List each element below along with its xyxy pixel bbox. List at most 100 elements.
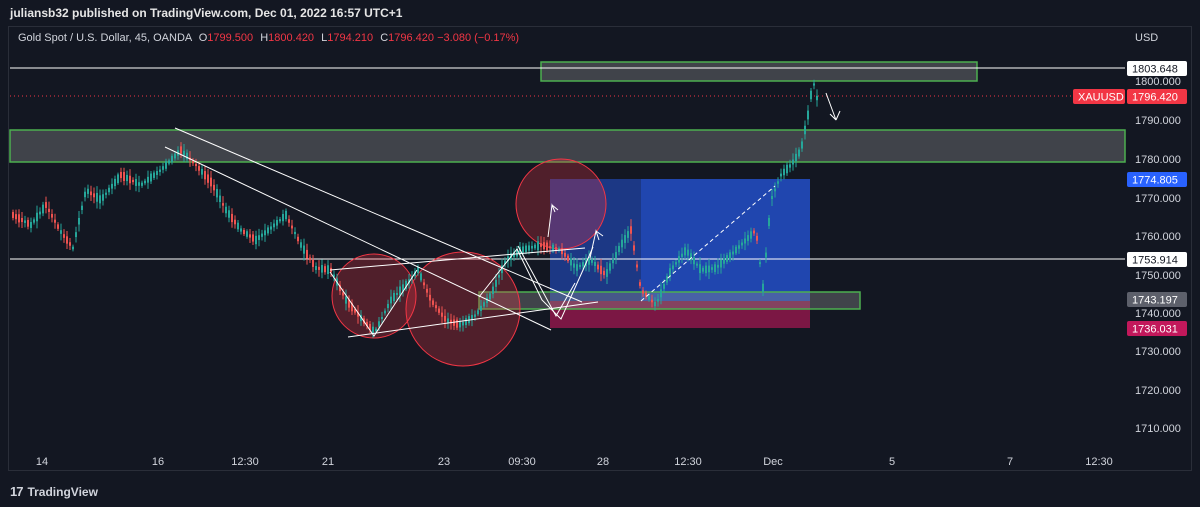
candle-body — [417, 266, 419, 274]
candle-body — [204, 171, 206, 180]
supply-zone-top[interactable] — [540, 61, 978, 82]
candle-body — [762, 283, 764, 293]
demand-zone[interactable] — [478, 291, 861, 310]
candle-body — [108, 187, 110, 193]
candle-body — [318, 266, 320, 270]
resistance-zone[interactable] — [9, 129, 1126, 163]
candle-body — [369, 324, 371, 330]
candle-body — [360, 314, 362, 322]
tradingview-logo-icon: 17 — [10, 484, 24, 499]
candle-body — [261, 233, 263, 237]
candle-body — [390, 296, 392, 304]
candle-body — [453, 319, 455, 326]
candle-body — [615, 252, 617, 258]
price-tag-label: 1736.031 — [1132, 324, 1178, 336]
candle-body — [129, 175, 131, 184]
candle-body — [633, 245, 635, 251]
price-tag-bg — [1127, 89, 1187, 104]
candle-body — [783, 168, 785, 176]
candle-body — [513, 252, 515, 258]
candle-body — [435, 305, 437, 309]
candle-body — [162, 166, 164, 170]
candle-body — [72, 246, 74, 250]
candle-body — [264, 230, 266, 236]
candle-body — [228, 210, 230, 218]
candle-body — [567, 255, 569, 262]
candle-body — [84, 191, 86, 198]
candle-body — [741, 242, 743, 246]
candle-body — [198, 166, 200, 171]
candle-body — [786, 164, 788, 174]
candle-body — [192, 160, 194, 164]
candle-body — [312, 259, 314, 267]
candle-body — [402, 284, 404, 292]
candle-body — [660, 289, 662, 298]
candle-body — [219, 195, 221, 203]
high-label: H — [260, 32, 269, 44]
candle-body — [225, 206, 227, 214]
candle-body — [540, 243, 542, 247]
chart-frame[interactable] — [8, 26, 1192, 471]
candle-body — [81, 205, 83, 210]
long-position-target-dark[interactable] — [641, 179, 810, 301]
candle-body — [771, 195, 773, 200]
candle-body — [474, 314, 476, 317]
price-tick-label: 1740.000 — [1135, 308, 1181, 320]
candle-body — [477, 310, 479, 315]
candle-body — [543, 242, 545, 250]
candle-body — [432, 300, 434, 305]
time-tick-label: Dec — [763, 456, 783, 468]
candle-body — [693, 257, 695, 265]
long-position-target[interactable] — [550, 179, 810, 301]
candle-body — [135, 179, 137, 186]
candle-body — [669, 268, 671, 277]
time-tick-label: 12:30 — [231, 456, 259, 468]
candle-body — [147, 176, 149, 183]
currency-label[interactable]: USD — [1135, 32, 1159, 44]
candle-body — [642, 290, 644, 294]
trendlines[interactable] — [164, 127, 776, 338]
candle-body — [756, 235, 758, 241]
candle-body — [201, 168, 203, 175]
candle-body — [66, 236, 68, 244]
candle-body — [393, 292, 395, 302]
time-axis[interactable]: 14 16 12:30 21 23 09:30 28 12:30 Dec 5 7 12:30 — [36, 456, 1113, 468]
candle-body — [42, 204, 44, 214]
candle-body — [804, 125, 806, 135]
candle-body — [702, 267, 704, 272]
candle-body — [618, 246, 620, 252]
candle-body — [372, 326, 374, 334]
candle-body — [276, 220, 278, 226]
candle-body — [801, 141, 803, 149]
candle-body — [357, 312, 359, 317]
candle-body — [483, 302, 485, 307]
candle-body — [522, 246, 524, 253]
candle-body — [39, 211, 41, 215]
candle-body — [132, 179, 134, 183]
candle-body — [99, 195, 101, 204]
candle-body — [480, 305, 482, 311]
price-tag-bg — [1127, 61, 1187, 76]
candle-body — [243, 229, 245, 235]
price-tag-label: 1743.197 — [1132, 295, 1178, 307]
circle-annotation-3[interactable] — [515, 158, 607, 250]
candle-body — [366, 321, 368, 327]
candle-body — [27, 219, 29, 227]
high-value: 1800.420 — [268, 32, 315, 44]
candle-body — [750, 231, 752, 239]
candle-body — [300, 242, 302, 248]
price-axis[interactable]: 1800.000 1790.000 1780.000 1770.000 1760.000… — [1135, 76, 1181, 435]
tradingview-footer[interactable]: 17 TradingView — [10, 484, 98, 499]
candle-body — [246, 231, 248, 237]
circle-annotation-1[interactable] — [331, 253, 417, 339]
candle-body — [303, 245, 305, 254]
candle-body — [21, 218, 23, 222]
candle-body — [33, 219, 35, 223]
arrow-annotations[interactable] — [547, 92, 841, 259]
candle-body — [732, 251, 734, 255]
long-position-stop[interactable] — [550, 301, 810, 328]
candle-body — [141, 182, 143, 186]
price-tick-label: 1730.000 — [1135, 346, 1181, 358]
price-tag-label: 1774.805 — [1132, 175, 1178, 187]
